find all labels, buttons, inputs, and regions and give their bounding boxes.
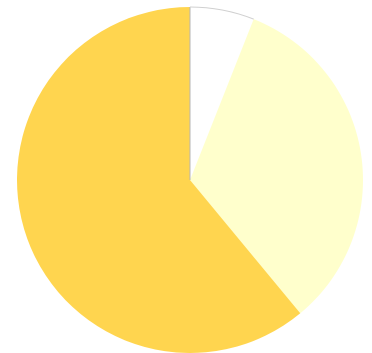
white-slice-outline	[189, 6, 254, 20]
pie-slice-3	[16, 7, 301, 353]
pie-slices	[16, 6, 363, 353]
pie-slice-1	[190, 7, 254, 180]
pie-slice-2	[190, 19, 363, 314]
